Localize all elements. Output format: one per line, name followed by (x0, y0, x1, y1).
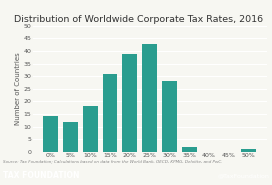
Bar (162, 81, 177, 152)
Y-axis label: Number of Countries: Number of Countries (15, 52, 21, 125)
Bar (142, 43, 157, 152)
Bar (241, 149, 256, 152)
Bar (63, 122, 78, 152)
Bar (43, 117, 58, 152)
Text: @TaxFoundation: @TaxFoundation (217, 173, 269, 178)
Bar (83, 106, 98, 152)
Bar (103, 74, 118, 152)
Bar (182, 147, 197, 152)
Text: Distribution of Worldwide Corporate Tax Rates, 2016: Distribution of Worldwide Corporate Tax … (14, 15, 263, 24)
Text: Source: Tax Foundation; Calculations based on data from the World Bank, OECD, KP: Source: Tax Foundation; Calculations bas… (3, 160, 222, 164)
Text: TAX FOUNDATION: TAX FOUNDATION (3, 171, 79, 180)
Bar (122, 54, 137, 152)
